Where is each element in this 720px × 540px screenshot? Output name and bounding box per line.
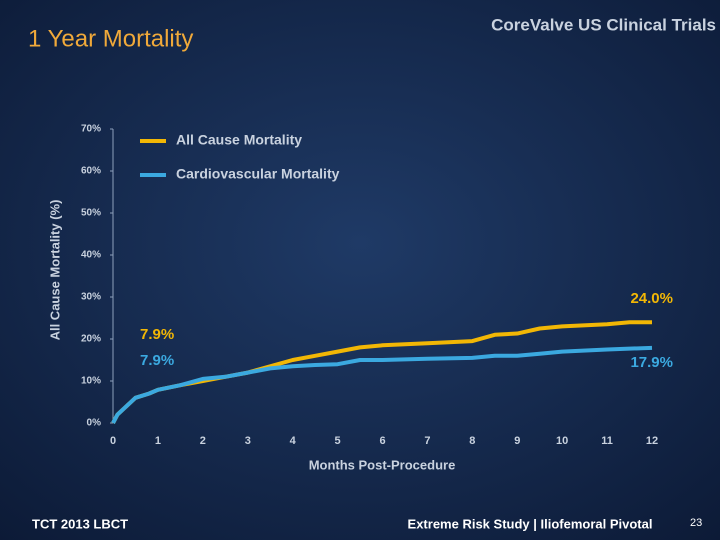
x-tick-label: 3 — [245, 435, 251, 447]
legend-label: All Cause Mortality — [176, 132, 302, 148]
y-tick-label: 0% — [87, 418, 102, 429]
x-tick-label: 11 — [601, 435, 613, 447]
y-tick-label: 10% — [81, 376, 101, 387]
x-tick-label: 10 — [556, 435, 568, 447]
series-line — [111, 345, 653, 424]
x-tick-label: 1 — [155, 435, 161, 447]
x-axis-label: Months Post-Procedure — [309, 457, 456, 472]
x-tick-label: 12 — [646, 435, 658, 447]
y-axis-label: All Cause Mortality (%) — [47, 200, 62, 341]
x-tick-label: 6 — [379, 435, 385, 447]
brand: CoreValve US Clinical Trials — [491, 15, 716, 34]
x-tick-label: 5 — [335, 435, 341, 447]
page-number: 23 — [690, 517, 702, 529]
y-tick-label: 50% — [81, 208, 101, 219]
x-tick-label: 8 — [469, 435, 475, 447]
slide-title: 1 Year Mortality — [28, 25, 193, 52]
footer-left: TCT 2013 LBCT — [32, 516, 128, 531]
annotation: 7.9% — [140, 326, 174, 343]
y-tick-label: 30% — [81, 292, 101, 303]
annotation: 24.0% — [630, 290, 673, 307]
y-tick-label: 70% — [81, 124, 101, 135]
annotation: 7.9% — [140, 352, 174, 369]
annotation: 17.9% — [630, 354, 673, 371]
x-tick-label: 9 — [514, 435, 520, 447]
x-tick-label: 0 — [110, 435, 116, 447]
y-tick-label: 40% — [81, 250, 101, 261]
y-tick-label: 60% — [81, 166, 101, 177]
legend-label: Cardiovascular Mortality — [176, 166, 340, 182]
x-tick-label: 7 — [424, 435, 430, 447]
x-tick-label: 4 — [290, 435, 297, 447]
y-tick-label: 20% — [81, 334, 101, 345]
x-tick-label: 2 — [200, 435, 206, 447]
footer-center: Extreme Risk Study | Iliofemoral Pivotal — [408, 516, 653, 531]
